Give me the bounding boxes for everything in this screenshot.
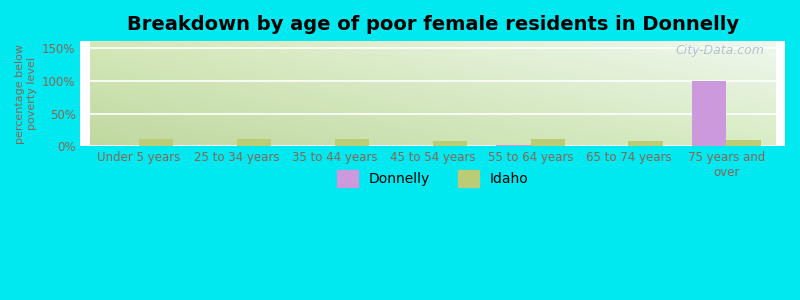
Bar xyxy=(629,141,662,146)
Bar xyxy=(496,145,530,146)
Bar xyxy=(139,139,174,146)
Bar xyxy=(335,139,369,146)
Bar xyxy=(726,140,761,146)
Bar xyxy=(692,81,726,146)
Bar xyxy=(530,139,565,146)
Text: City-Data.com: City-Data.com xyxy=(675,44,764,57)
Y-axis label: percentage below
poverty level: percentage below poverty level xyxy=(15,44,37,144)
Legend: Donnelly, Idaho: Donnelly, Idaho xyxy=(331,164,534,192)
Bar xyxy=(237,139,271,146)
Bar xyxy=(433,140,467,146)
Title: Breakdown by age of poor female residents in Donnelly: Breakdown by age of poor female resident… xyxy=(126,15,738,34)
